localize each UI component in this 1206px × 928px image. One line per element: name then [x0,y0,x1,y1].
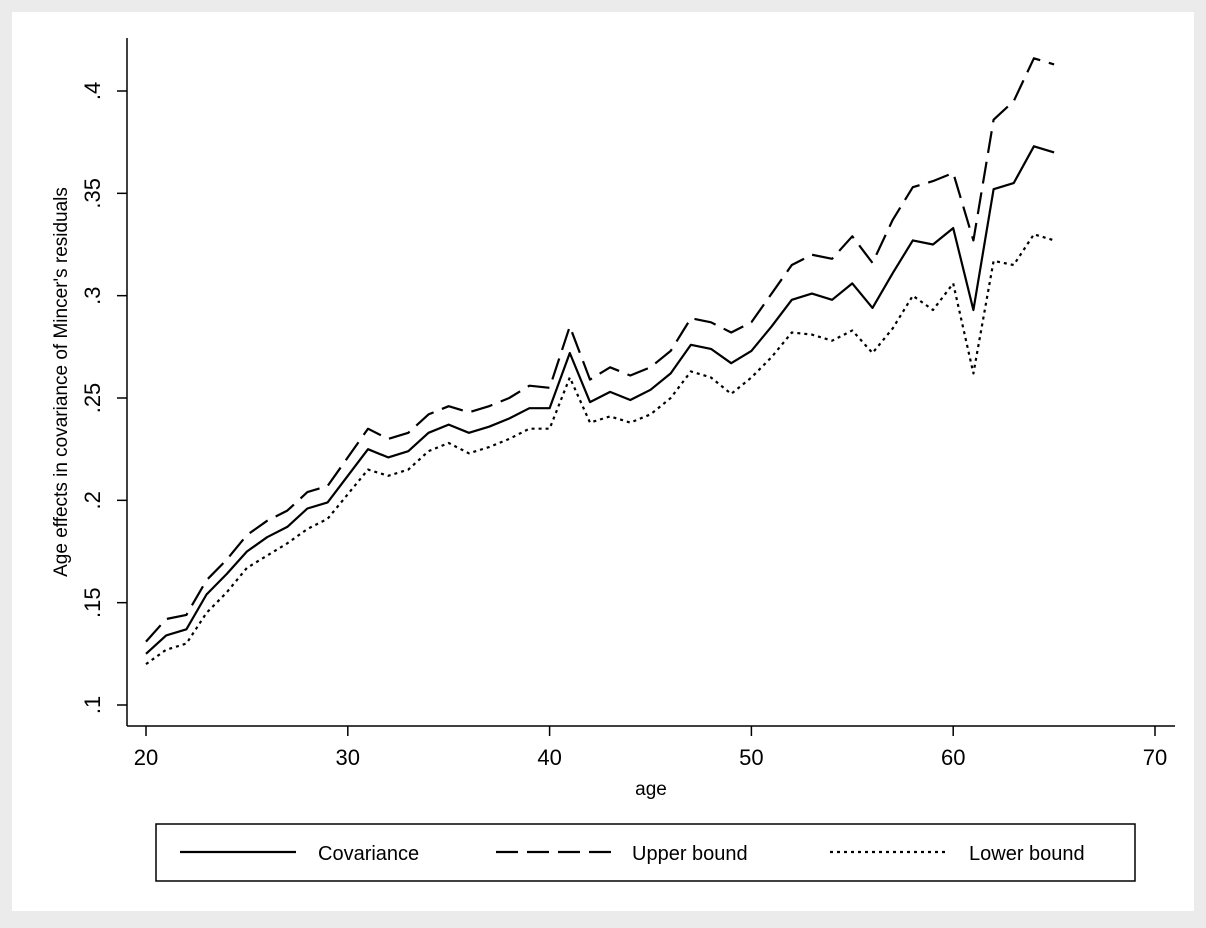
series-line-covariance [145,145,1055,655]
legend-items: Covariance Upper bound Lower bound [180,843,1085,865]
legend-label-lower-bound: Lower bound [969,843,1085,865]
y-tick-label: .15 [80,587,105,618]
legend-box [155,823,1136,882]
plot-region-background [12,12,1194,911]
y-tick-label: .3 [80,286,105,304]
legend: Covariance Upper bound Lower bound [155,823,1136,882]
y-tick-label: .2 [80,491,105,509]
x-axis-ticks: 20 30 40 50 60 70 [134,726,1167,770]
x-tick-label: 30 [336,745,360,770]
x-tick-label: 40 [537,745,561,770]
x-tick-label: 20 [134,745,158,770]
series-line-upper-bound [145,57,1055,643]
legend-label-covariance: Covariance [318,843,419,865]
x-tick-label: 50 [739,745,763,770]
y-tick-label: .35 [80,178,105,209]
y-axis-ticks: .1 .15 .2 .25 .3 .35 .4 [80,82,127,714]
y-tick-label: .25 [80,383,105,414]
y-tick-label: .1 [80,696,105,714]
x-axis-title: age [635,779,667,800]
series-line-lower-bound [145,233,1055,665]
series-lines [145,57,1055,665]
x-tick-label: 70 [1143,745,1167,770]
x-tick-label: 60 [941,745,965,770]
legend-label-upper-bound: Upper bound [632,843,748,865]
y-axis-title: Age effects in covariance of Mincer's re… [51,187,72,577]
y-tick-label: .4 [80,82,105,100]
